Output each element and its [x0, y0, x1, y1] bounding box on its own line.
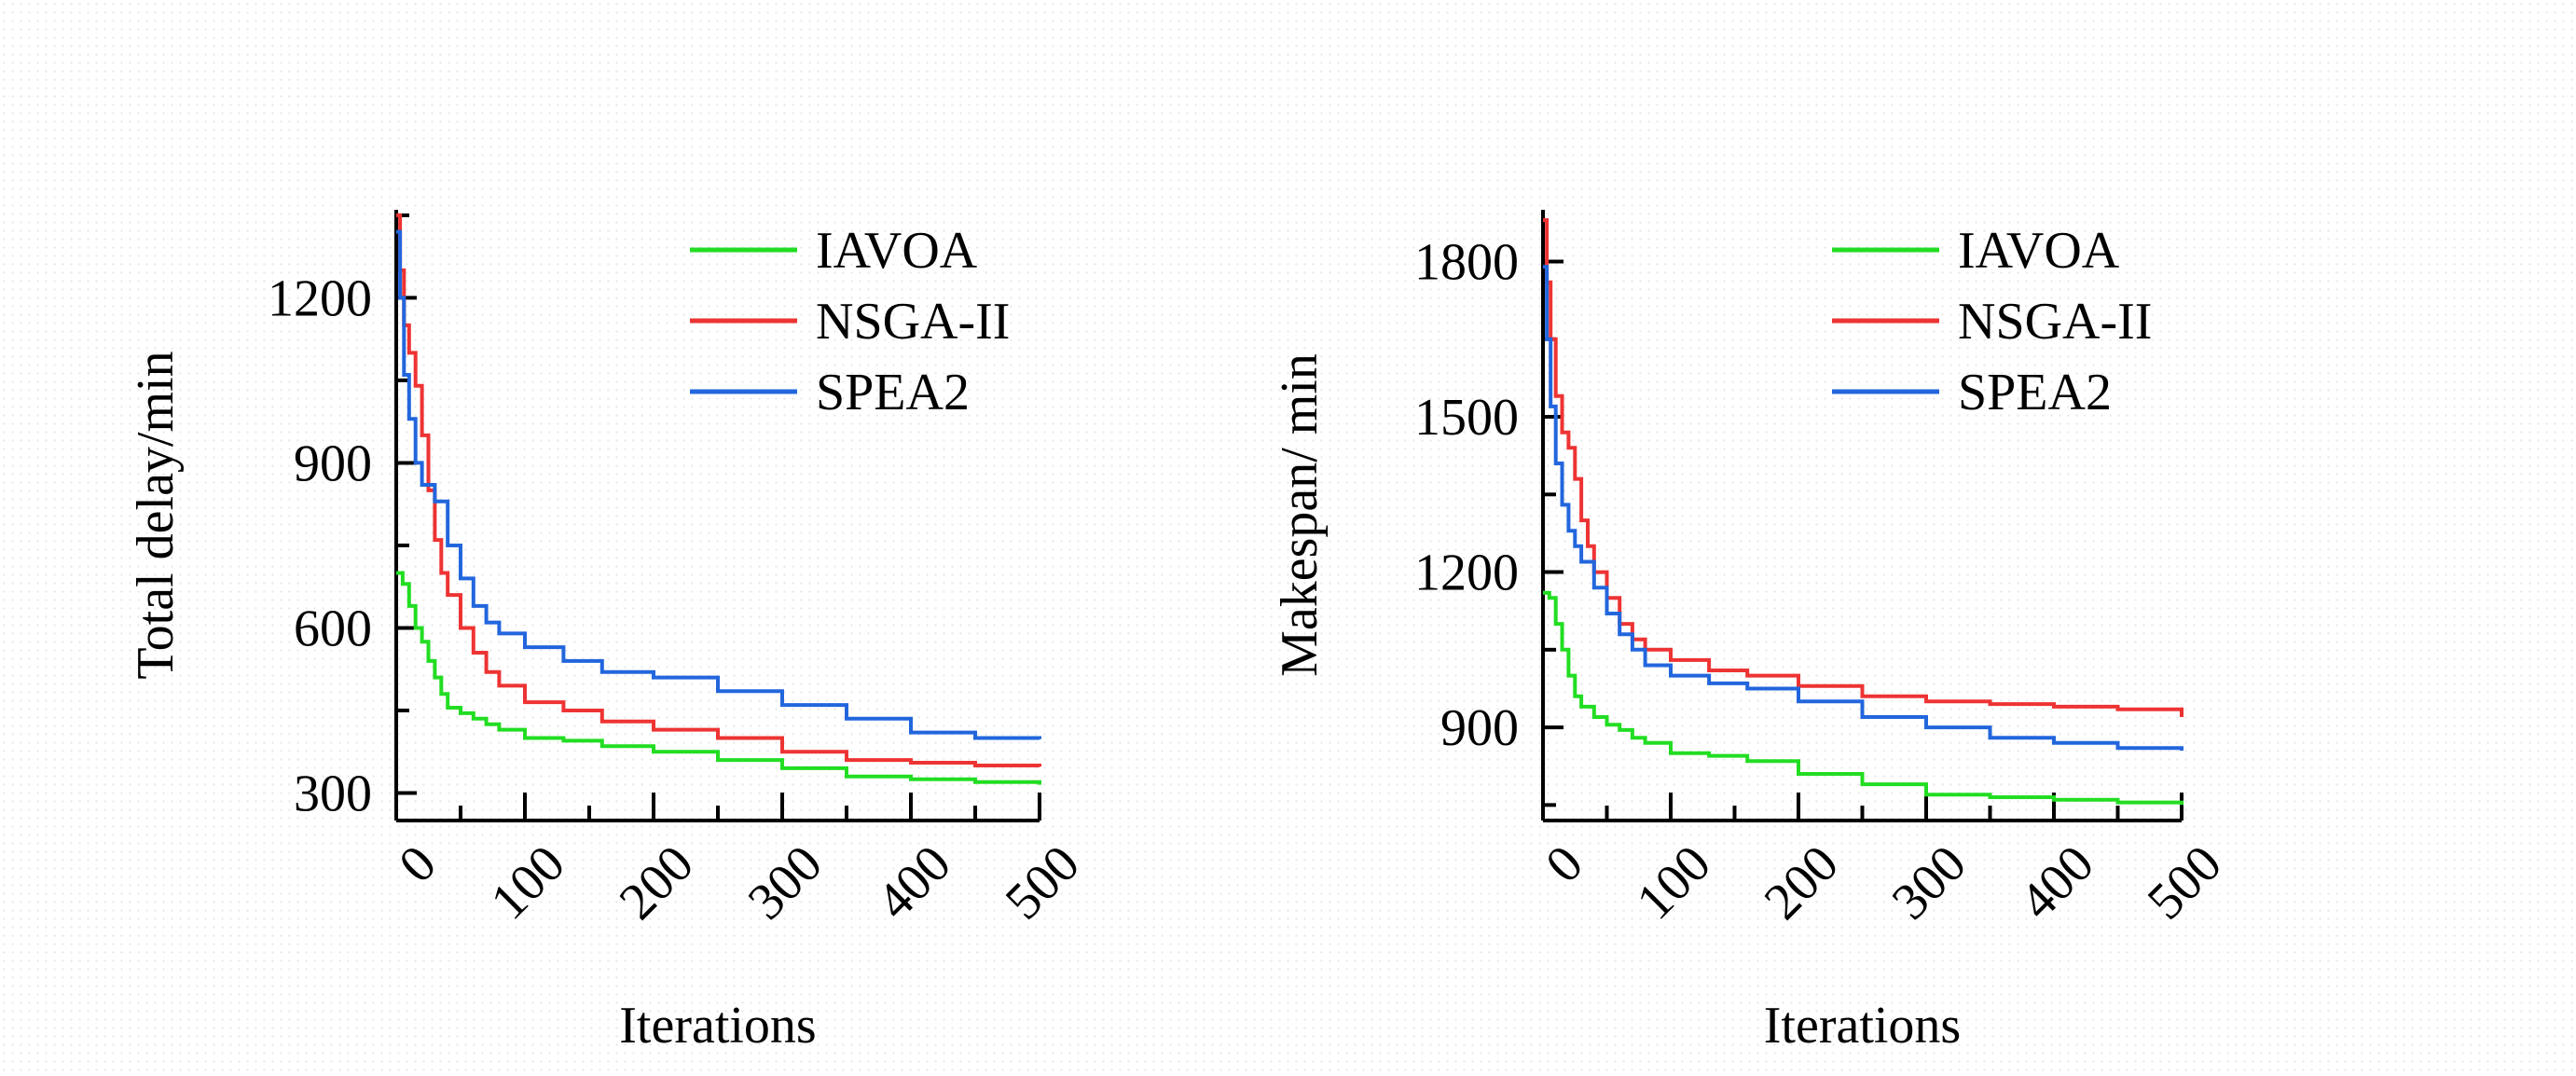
series-line-iavoa: [1543, 590, 2183, 806]
y-tick-label: 900: [1440, 699, 1519, 757]
series-line-iavoa: [396, 571, 1041, 785]
x-tick-label: 500: [995, 835, 1091, 931]
x-tick-label: 400: [2009, 835, 2105, 931]
series-line-spea2: [1543, 265, 2183, 752]
legend-label: SPEA2: [1958, 364, 2112, 421]
y-axis-title: Makespan/ min: [1271, 353, 1329, 677]
x-tick-label: 500: [2137, 835, 2233, 931]
legend-label: IAVOA: [816, 222, 978, 280]
series-line-spea2: [396, 229, 1041, 740]
x-tick-label: 400: [866, 835, 962, 931]
x-tick-label: 300: [737, 835, 833, 931]
y-axis-title: Total delay/min: [127, 351, 185, 679]
x-tick-label: 0: [388, 835, 448, 894]
x-tick-label: 0: [1535, 835, 1594, 894]
y-tick-label: 300: [294, 765, 372, 822]
x-axis-title: Iterations: [1764, 997, 1961, 1055]
legend-label: IAVOA: [1958, 222, 2120, 280]
series-line-nsga-ii: [1543, 218, 2183, 717]
makespan-chart: 900 1200 1500 1800 0 100 200 300 400 500 Iteration…: [1271, 210, 2233, 1055]
x-tick-label: 300: [1881, 835, 1977, 931]
total-delay-chart: 300 600 900 1200 0 100 200 300 400 500 Iterations T…: [127, 210, 1091, 1055]
x-tick-label: 100: [480, 835, 576, 931]
x-tick-label: 100: [1626, 835, 1722, 931]
x-tick-label: 200: [609, 835, 705, 931]
x-axis-title: Iterations: [619, 997, 816, 1055]
y-tick-label: 1800: [1414, 234, 1519, 292]
series-line-nsga-ii: [396, 213, 1041, 767]
legend-label: SPEA2: [816, 364, 970, 421]
y-tick-label: 900: [294, 435, 372, 492]
y-tick-label: 1500: [1414, 389, 1519, 447]
x-tick-label: 200: [1754, 835, 1850, 931]
legend-label: NSGA-II: [816, 293, 1010, 351]
y-tick-label: 1200: [268, 269, 372, 327]
y-tick-label: 600: [294, 600, 372, 657]
y-tick-label: 1200: [1414, 545, 1519, 602]
legend-label: NSGA-II: [1958, 293, 2152, 351]
